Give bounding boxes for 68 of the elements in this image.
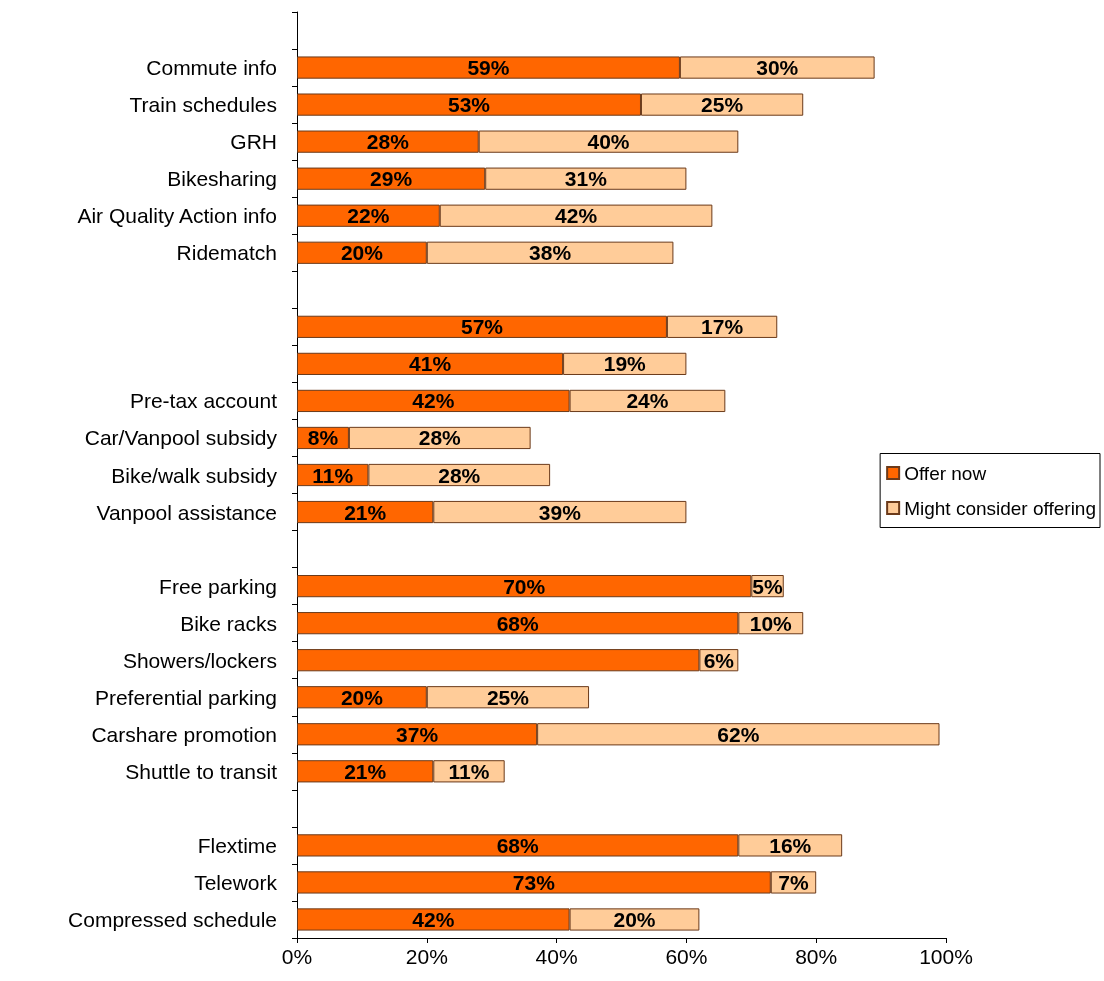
y-tick-label: GRH xyxy=(230,130,277,154)
data-label: 20% xyxy=(340,241,384,265)
data-label: 24% xyxy=(626,389,669,413)
data-label: 40% xyxy=(587,130,630,154)
data-label: 42% xyxy=(412,907,455,931)
data-label: 73% xyxy=(512,870,556,894)
y-tick-label: Free parking xyxy=(159,574,277,598)
data-label: 19% xyxy=(603,352,647,376)
data-label: 42% xyxy=(555,204,598,228)
data-label: 6% xyxy=(703,648,735,672)
y-tick-label: Carshare promotion xyxy=(91,722,277,746)
data-label: 28% xyxy=(418,426,462,450)
data-label: 11% xyxy=(448,759,490,783)
data-label: 8% xyxy=(307,426,339,450)
x-tick-label: 0% xyxy=(281,945,313,968)
data-label: 20% xyxy=(613,907,656,931)
y-tick-label: Preferential parking xyxy=(94,685,277,709)
data-label: 68% xyxy=(496,611,539,635)
data-label: 10% xyxy=(749,611,793,635)
y-tick-label: Showers/lockers xyxy=(122,648,277,672)
data-label: 57% xyxy=(460,315,504,339)
data-label: 31% xyxy=(564,167,608,191)
data-label: 28% xyxy=(366,130,410,154)
y-tick-label: Shuttle to transit xyxy=(125,759,278,783)
legend-label: Might consider offering xyxy=(904,497,1097,519)
data-label: 16% xyxy=(769,833,812,857)
data-label: 21% xyxy=(344,500,387,524)
y-tick-label: Car/Vanpool subsidy xyxy=(84,426,278,450)
data-label: 30% xyxy=(756,56,799,80)
data-label: 22% xyxy=(347,204,390,228)
x-tick-label: 20% xyxy=(405,945,448,968)
x-tick-label: 40% xyxy=(535,945,578,968)
y-tick-label: Flextime xyxy=(197,833,277,857)
data-label: 53% xyxy=(447,93,491,117)
x-tick-label: 60% xyxy=(665,945,708,968)
data-label: 17% xyxy=(701,315,744,339)
y-tick-label: Compressed schedule xyxy=(68,907,277,931)
legend-label: Offer now xyxy=(904,462,987,484)
y-tick-label: Pre-tax account xyxy=(129,389,278,413)
data-label: 39% xyxy=(538,500,582,524)
data-label: 68% xyxy=(496,833,539,857)
data-label: 5% xyxy=(752,574,784,598)
data-label: 25% xyxy=(701,93,744,117)
y-tick-label: Bikesharing xyxy=(167,167,277,191)
x-tick-label: 80% xyxy=(795,945,838,968)
data-label: 21% xyxy=(344,759,387,783)
data-label: 70% xyxy=(503,574,546,598)
y-tick-label: Bike racks xyxy=(180,611,277,635)
data-label: 7% xyxy=(778,870,809,894)
y-tick-label: Train schedules xyxy=(129,93,277,117)
data-label: 28% xyxy=(438,463,481,487)
data-label: 37% xyxy=(396,722,439,746)
data-label: 62% xyxy=(717,722,760,746)
y-tick-label: Ridematch xyxy=(176,241,277,265)
x-tick-label: 100% xyxy=(919,945,973,968)
y-tick-label: Bike/walk subsidy xyxy=(111,463,278,487)
data-label: 38% xyxy=(529,241,572,265)
data-label: 59% xyxy=(467,56,510,80)
data-label: 11% xyxy=(312,463,354,487)
data-label: 41% xyxy=(409,352,452,376)
data-label: 42% xyxy=(412,389,455,413)
y-tick-label: Air Quality Action info xyxy=(77,204,277,228)
data-label: 29% xyxy=(370,167,413,191)
y-tick-label: Vanpool assistance xyxy=(96,500,277,524)
data-label: 20% xyxy=(340,685,384,709)
data-label: 25% xyxy=(486,685,530,709)
y-tick-label: Commute info xyxy=(146,56,277,80)
y-tick-label: Telework xyxy=(194,870,278,894)
